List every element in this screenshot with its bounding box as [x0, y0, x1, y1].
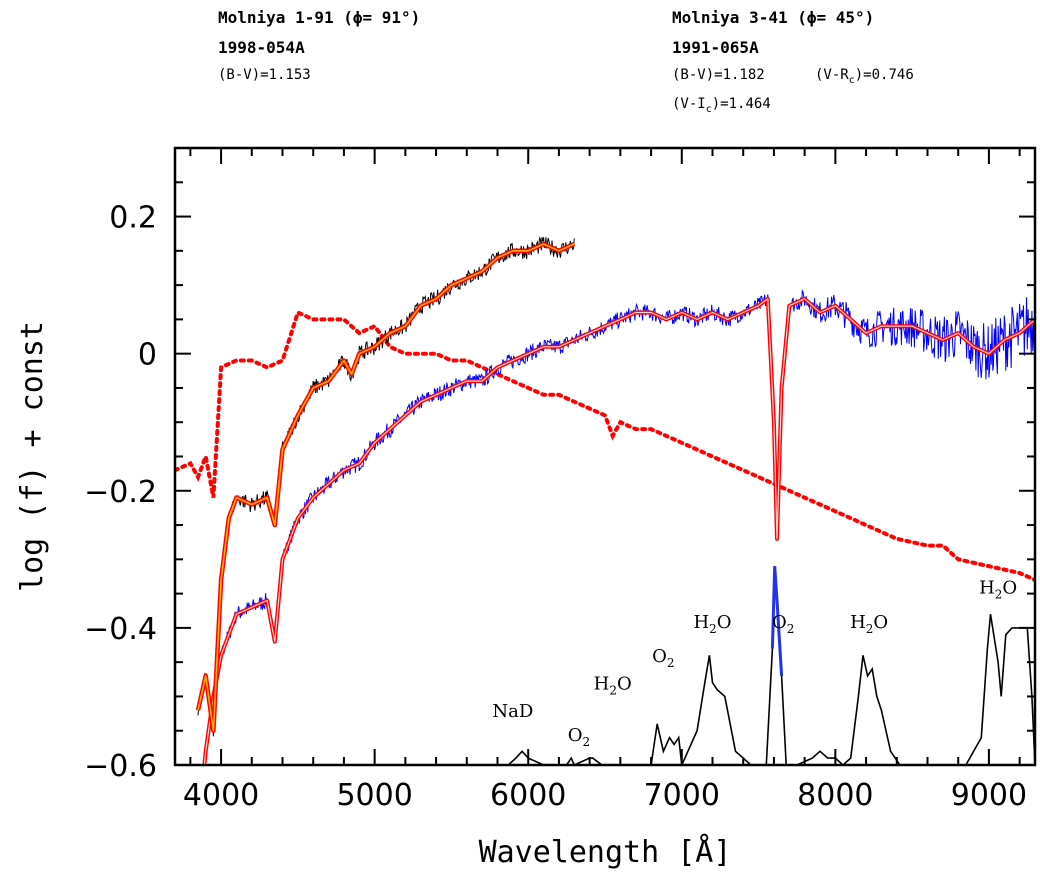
x-tick-label: 9000: [951, 778, 1027, 813]
plot-frame: [173, 146, 1037, 767]
telluric-layer: [497, 566, 1035, 765]
right-bv: (B-V)=1.182: [672, 67, 765, 83]
band-label: H2O: [850, 612, 888, 636]
band-label: H2O: [979, 578, 1017, 602]
band-label: H2O: [594, 674, 632, 698]
x-tick-label: 4000: [183, 778, 259, 813]
reference-dotted-line: [175, 309, 1035, 582]
y-tick-label: −0.6: [84, 749, 157, 784]
left-designation: 1998-054A: [218, 38, 305, 57]
y-tick-label: 0: [138, 338, 157, 373]
band-label: NaD: [492, 701, 533, 722]
molniya-1-91-smoothed: [195, 241, 576, 733]
series-layer: [175, 235, 1035, 765]
x-tick-label: 5000: [336, 778, 412, 813]
x-tick-label: 7000: [644, 778, 720, 813]
annotation-layer: NaD O2 H2O O2 H2O O2 H2O H2O: [492, 578, 1017, 749]
band-label: O2: [652, 646, 674, 670]
molniya-1-91-spectrum: [197, 235, 575, 737]
band-label: O2: [772, 612, 794, 636]
y-tick-label: −0.4: [84, 612, 157, 647]
molniya-3-41-spectrum: [203, 289, 1035, 765]
right-vr: (V-Rc)=0.746: [815, 67, 914, 86]
x-tick-label: 6000: [490, 778, 566, 813]
y-axis-label: log (f) + const: [15, 321, 50, 592]
molniya-1-91-smoothed-core: [197, 243, 575, 732]
axes-layer: 4000 5000 6000 7000 8000 9000 −0.6 −0.4 −0.2 0 0.2: [84, 146, 1037, 813]
y-tick-label: −0.2: [84, 475, 157, 510]
right-designation: 1991-065A: [672, 38, 759, 57]
band-label: H2O: [693, 612, 731, 636]
x-axis-label: Wavelength [Å]: [479, 834, 732, 870]
left-bv: (B-V)=1.153: [218, 67, 311, 83]
left-title: Molniya 1-91 (ϕ= 91°): [218, 8, 421, 27]
y-tick-label: 0.2: [109, 201, 157, 236]
right-vi: (V-Ic)=1.464: [672, 96, 771, 115]
molniya-3-41-smoothed-core: [203, 298, 1035, 765]
x-tick-label: 8000: [797, 778, 873, 813]
telluric-o2-band: [770, 566, 784, 676]
band-label: O2: [568, 725, 590, 749]
right-title: Molniya 3-41 (ϕ= 45°): [672, 8, 875, 27]
